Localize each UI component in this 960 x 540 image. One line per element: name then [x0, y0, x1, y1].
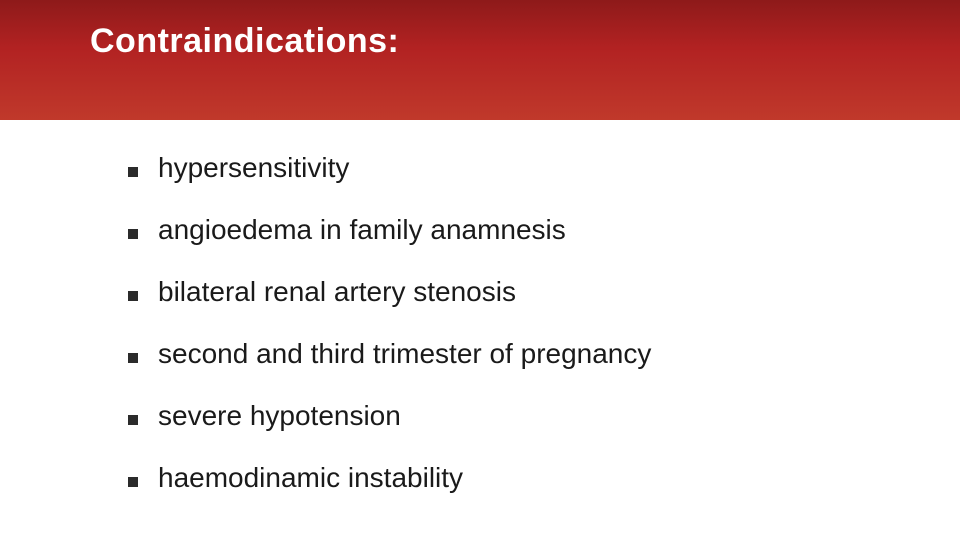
bullet-list: hypersensitivity angioedema in family an… — [128, 152, 960, 494]
list-item: bilateral renal artery stenosis — [128, 276, 960, 308]
list-item-text: angioedema in family anamnesis — [158, 214, 566, 246]
list-item: angioedema in family anamnesis — [128, 214, 960, 246]
list-item-text: hypersensitivity — [158, 152, 349, 184]
slide-body: hypersensitivity angioedema in family an… — [0, 120, 960, 494]
list-item-text: haemodinamic instability — [158, 462, 463, 494]
list-item-text: second and third trimester of pregnancy — [158, 338, 651, 370]
list-item-text: bilateral renal artery stenosis — [158, 276, 516, 308]
list-item: second and third trimester of pregnancy — [128, 338, 960, 370]
bullet-icon — [128, 415, 138, 425]
bullet-icon — [128, 291, 138, 301]
bullet-icon — [128, 167, 138, 177]
list-item-text: severe hypotension — [158, 400, 401, 432]
bullet-icon — [128, 353, 138, 363]
slide-header: Contraindications: — [0, 0, 960, 120]
list-item: hypersensitivity — [128, 152, 960, 184]
slide-title: Contraindications: — [90, 22, 399, 61]
bullet-icon — [128, 229, 138, 239]
list-item: severe hypotension — [128, 400, 960, 432]
bullet-icon — [128, 477, 138, 487]
list-item: haemodinamic instability — [128, 462, 960, 494]
